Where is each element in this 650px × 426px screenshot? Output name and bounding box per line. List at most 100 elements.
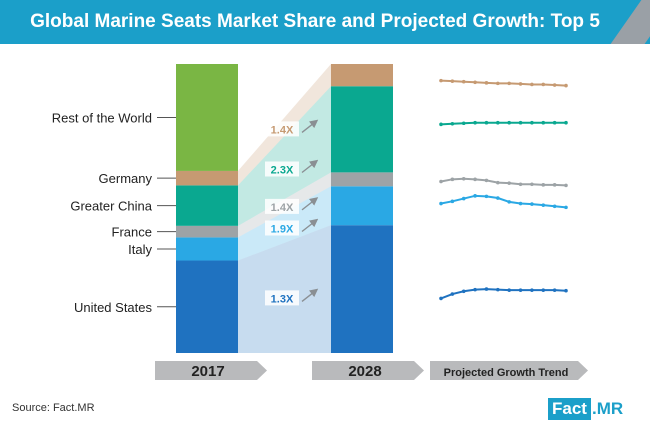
growth-arrow-germany bbox=[301, 119, 319, 133]
trend-point-greater-china bbox=[530, 120, 534, 125]
trend-point-greater-china bbox=[541, 120, 546, 125]
trend-point-greater-china bbox=[461, 121, 466, 126]
growth-arrow-united-states bbox=[301, 288, 319, 302]
trend-point-italy bbox=[450, 199, 455, 204]
trend-point-united-states bbox=[461, 289, 466, 294]
trend-point-france bbox=[450, 177, 455, 182]
trend-point-france bbox=[484, 178, 489, 183]
trend-point-germany bbox=[461, 79, 466, 84]
trend-point-germany bbox=[518, 82, 523, 86]
trend-point-greater-china bbox=[564, 120, 568, 125]
bar-2017-italy bbox=[176, 237, 238, 261]
category-label-france: France bbox=[112, 225, 152, 240]
bar-2017-france bbox=[176, 225, 238, 238]
trend-point-united-states bbox=[530, 288, 534, 292]
trend-point-united-states bbox=[518, 288, 523, 292]
trend-point-united-states bbox=[484, 287, 489, 291]
trend-point-greater-china bbox=[496, 120, 500, 125]
growth-label-bg-germany bbox=[265, 121, 299, 137]
trend-line-germany bbox=[440, 79, 567, 87]
trend-point-united-states bbox=[564, 288, 568, 293]
logo-suffix: MR bbox=[596, 399, 624, 418]
trend-point-italy bbox=[473, 194, 477, 198]
bar-2028-france bbox=[331, 172, 393, 187]
trend-point-germany bbox=[552, 83, 557, 87]
trend-point-france bbox=[541, 183, 546, 187]
trend-point-france bbox=[496, 180, 500, 185]
category-label-rest-of-the-world: Rest of the World bbox=[52, 110, 152, 125]
category-label-united-states: United States bbox=[74, 300, 153, 315]
factmr-logo: Fact . MR bbox=[548, 398, 623, 420]
trend-point-france bbox=[439, 179, 443, 184]
trend-line-united-states bbox=[440, 288, 567, 300]
trend-point-greater-china bbox=[484, 120, 489, 125]
year-label-2017-bg bbox=[155, 361, 267, 380]
trend-point-united-states bbox=[507, 288, 511, 292]
trend-point-germany bbox=[484, 81, 489, 85]
trend-point-italy bbox=[484, 194, 489, 199]
growth-arrow-greater-china bbox=[301, 159, 319, 174]
trend-line-italy bbox=[440, 194, 567, 209]
category-label-germany: Germany bbox=[99, 171, 153, 186]
trend-point-france bbox=[564, 183, 568, 188]
trend-point-germany bbox=[541, 82, 546, 87]
flow-band-united-states bbox=[238, 225, 331, 353]
trend-point-united-states bbox=[541, 288, 546, 292]
growth-arrow-france bbox=[301, 197, 319, 211]
bar-2028-germany bbox=[331, 64, 393, 87]
trend-point-italy bbox=[518, 201, 523, 206]
trend-point-greater-china bbox=[507, 120, 511, 125]
logo-text: Fact bbox=[548, 398, 591, 420]
growth-label-bg-greater-china bbox=[265, 161, 299, 177]
year-label-2028-bg bbox=[312, 361, 424, 380]
trend-point-italy bbox=[461, 196, 466, 201]
bar-2017-germany bbox=[176, 170, 238, 186]
trend-point-italy bbox=[507, 200, 511, 204]
source-note: Source: Fact.MR bbox=[12, 402, 95, 414]
trend-point-greater-china bbox=[518, 120, 523, 125]
trend-point-greater-china bbox=[473, 120, 477, 125]
trend-point-united-states bbox=[496, 287, 500, 292]
growth-label-greater-china: 2.3X bbox=[271, 165, 294, 177]
trend-point-germany bbox=[564, 83, 568, 88]
growth-label-united-states: 1.3X bbox=[271, 293, 294, 305]
bar-2028-italy bbox=[331, 186, 393, 226]
trend-point-france bbox=[552, 183, 557, 187]
growth-arrow-italy bbox=[301, 218, 319, 233]
trend-point-germany bbox=[530, 82, 534, 87]
category-label-greater-china: Greater China bbox=[70, 199, 152, 214]
trend-point-greater-china bbox=[450, 122, 455, 126]
trend-point-italy bbox=[439, 201, 443, 206]
trend-point-italy bbox=[541, 203, 546, 207]
growth-label-bg-italy bbox=[265, 220, 299, 236]
trend-point-germany bbox=[507, 81, 511, 86]
chart-title: Global Marine Seats Market Share and Pro… bbox=[30, 11, 600, 32]
trend-point-united-states bbox=[552, 288, 557, 292]
trend-panel-label: Projected Growth Trend bbox=[444, 367, 569, 379]
flow-band-greater-china bbox=[238, 86, 331, 226]
bar-2028-greater-china bbox=[331, 86, 393, 173]
growth-label-france: 1.4X bbox=[271, 202, 294, 214]
growth-label-germany: 1.4X bbox=[271, 124, 294, 136]
trend-point-france bbox=[530, 182, 534, 187]
trend-point-france bbox=[507, 181, 511, 185]
trend-point-germany bbox=[450, 79, 455, 83]
trend-point-italy bbox=[496, 196, 500, 200]
trend-point-italy bbox=[530, 202, 534, 206]
growth-label-italy: 1.9X bbox=[271, 224, 294, 236]
year-label-2028: 2028 bbox=[348, 363, 381, 380]
trend-point-greater-china bbox=[439, 122, 443, 127]
trend-line-france bbox=[440, 177, 567, 187]
growth-label-bg-france bbox=[265, 198, 299, 214]
growth-label-bg-united-states bbox=[265, 290, 299, 306]
trend-panel-label-bg bbox=[430, 361, 588, 380]
bar-2028-united-states bbox=[331, 225, 393, 353]
bar-2017-rest-of-the-world bbox=[176, 64, 238, 171]
trend-point-greater-china bbox=[552, 120, 557, 125]
category-label-italy: Italy bbox=[128, 242, 152, 257]
trend-point-germany bbox=[496, 81, 500, 86]
trend-point-germany bbox=[473, 80, 477, 85]
title-bar: Global Marine Seats Market Share and Pro… bbox=[0, 0, 650, 44]
trend-line-greater-china bbox=[440, 121, 566, 126]
bar-2017-united-states bbox=[176, 260, 238, 353]
